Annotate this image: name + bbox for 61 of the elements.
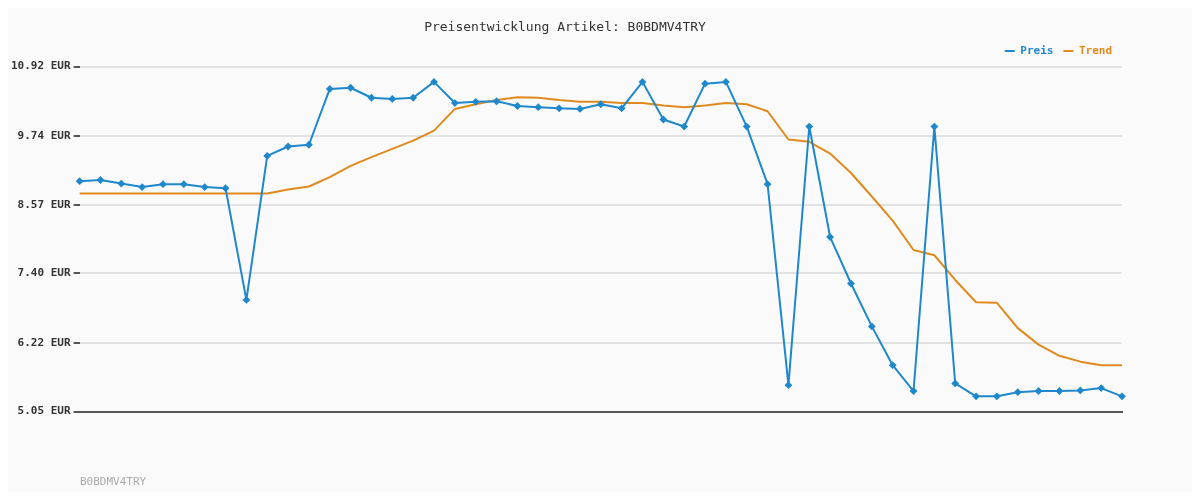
point: [639, 78, 646, 86]
point: [96, 176, 104, 184]
point: [534, 103, 542, 111]
legend-label: Preis: [1020, 43, 1054, 57]
point: [409, 94, 417, 102]
point: [701, 80, 709, 88]
point: [576, 105, 584, 113]
point: [388, 95, 396, 103]
text: B0BDMV4TRY: [80, 475, 147, 489]
chart-title: Preisentwicklung Artikel: B0BDMV4TRY: [424, 19, 707, 35]
point: [1076, 386, 1084, 394]
point: [76, 177, 84, 185]
point: [597, 100, 605, 108]
point: [1055, 387, 1063, 395]
y-tick-label: 9.74 EUR: [17, 128, 71, 142]
point: [743, 123, 751, 131]
point: [305, 141, 313, 149]
point: [138, 183, 146, 191]
y-tick-label: 10.92 EUR: [10, 59, 71, 73]
point: [930, 123, 938, 131]
point: [826, 233, 834, 241]
point: [847, 279, 855, 287]
point: [180, 180, 188, 188]
y-tick-label: 8.57 EUR: [17, 197, 71, 211]
point: [972, 392, 980, 400]
point: [805, 123, 813, 131]
point: [680, 123, 688, 131]
point: [493, 97, 501, 105]
point: [764, 180, 772, 188]
point: [555, 104, 563, 112]
point: [222, 184, 230, 192]
point: [951, 379, 959, 387]
point: [201, 183, 209, 191]
y-tick-label: 6.22 EUR: [17, 335, 71, 349]
point: [910, 387, 918, 395]
point: [1014, 388, 1022, 396]
point: [367, 94, 375, 102]
point: [513, 102, 521, 110]
point: [326, 85, 334, 93]
point: [430, 78, 438, 86]
point: [1097, 384, 1105, 392]
point: [993, 392, 1001, 400]
point: [117, 180, 125, 188]
point: [159, 180, 167, 188]
point: [868, 322, 876, 330]
point: [618, 104, 626, 112]
point: [889, 361, 897, 369]
point: [242, 296, 250, 304]
y-tick-label: 7.40 EUR: [17, 266, 71, 280]
point: [451, 99, 459, 107]
point: [472, 98, 480, 106]
point: [1118, 392, 1126, 400]
point: [347, 84, 355, 92]
point: [659, 116, 667, 123]
point: [722, 78, 730, 86]
point: [284, 143, 292, 151]
point: [1035, 387, 1043, 395]
point: [784, 381, 792, 389]
legend-label: Trend: [1078, 43, 1113, 57]
point: [263, 152, 271, 160]
y-tick-label: 5.05 EUR: [17, 404, 71, 418]
